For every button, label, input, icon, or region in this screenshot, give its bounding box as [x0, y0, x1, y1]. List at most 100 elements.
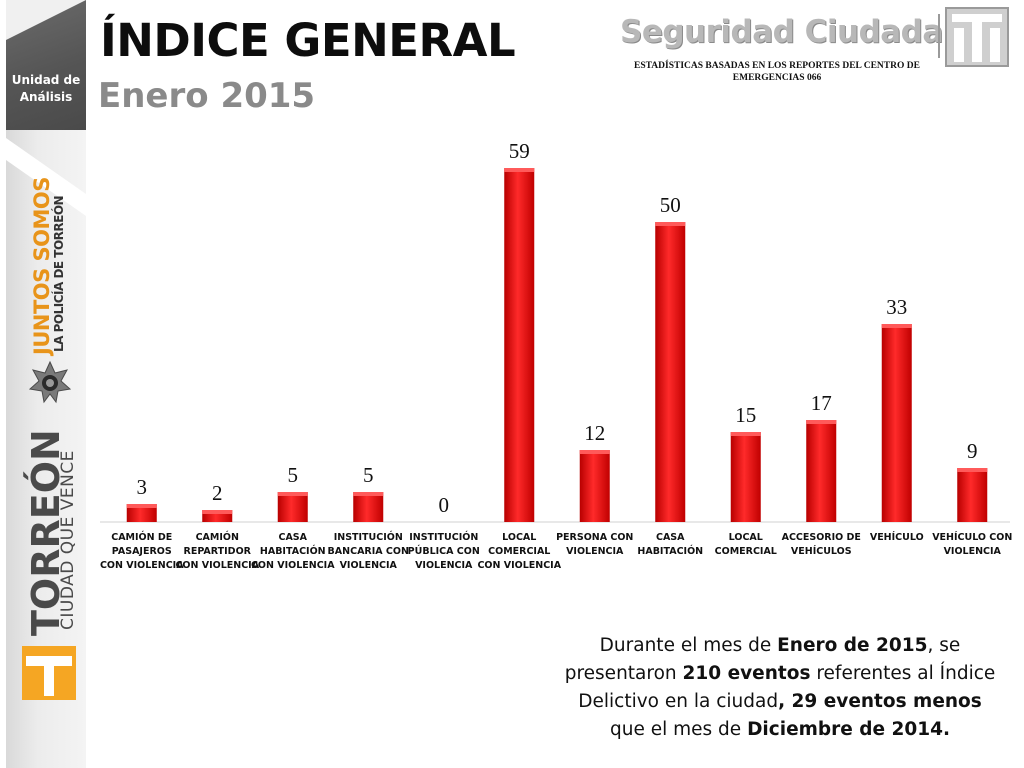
summary-part: referentes al Índice Delictivo en la ciu…: [578, 663, 996, 712]
category-label: CASA HABITACIÓN: [637, 532, 703, 557]
category-label-line: VIOLENCIA: [415, 560, 473, 571]
category-label-line: CAMIÓN DE: [111, 531, 172, 543]
category-label-line: CON VIOLENCIA: [100, 560, 184, 571]
bar-top-highlight: [957, 468, 988, 472]
bar: [881, 324, 912, 522]
bar: [353, 492, 384, 522]
bar: [504, 168, 535, 522]
summary-part: , se presentaron: [564, 635, 961, 684]
category-label: ACCESORIO DE VEHÍCULOS: [782, 532, 861, 557]
logo-divider: [938, 14, 940, 58]
statistics-caption: ESTADÍSTICAS BASADAS EN LOS REPORTES DEL…: [634, 61, 920, 83]
bar-value-label: 9: [967, 439, 978, 463]
category-label-line: LOCAL: [729, 532, 763, 543]
category-label-line: HABITACIÓN: [637, 545, 703, 557]
category-label-line: CAMIÓN: [196, 531, 239, 543]
summary-text: Durante el mes de Enero de 2015, se pres…: [562, 632, 998, 744]
category-label-line: CASA: [656, 532, 685, 543]
category-label-line: CON VIOLENCIA: [251, 560, 335, 571]
bar-top-highlight: [126, 504, 157, 508]
bar-value-label: 5: [363, 463, 374, 487]
category-label-line: VEHÍCULO CON: [932, 531, 1012, 543]
bar-value-label: 2: [212, 481, 223, 505]
category-label: LOCAL COMERCIAL: [715, 532, 777, 557]
bar-top-highlight: [504, 168, 535, 172]
category-label-line: PASAJEROS: [112, 546, 172, 557]
category-label: LOCAL COMERCIAL CON VIOLENCIA: [477, 532, 561, 571]
unit-label-line2: Análisis: [19, 90, 73, 104]
category-label-line: VIOLENCIA: [944, 546, 1002, 557]
category-label-line: CASA: [278, 532, 307, 543]
category-label-line: VIOLENCIA: [566, 546, 624, 557]
bar-top-highlight: [730, 432, 761, 436]
category-label: PERSONA CON VIOLENCIA: [556, 532, 633, 557]
category-label-line: BANCARIA CON: [328, 546, 409, 557]
bar: [579, 450, 610, 522]
category-label: VEHÍCULO: [870, 531, 924, 543]
bar: [126, 504, 157, 522]
category-label-line: ACCESORIO DE: [782, 532, 861, 543]
bar-value-label: 59: [509, 139, 530, 163]
bar-value-label: 17: [811, 391, 832, 415]
summary-part: Durante el mes de: [599, 635, 778, 656]
category-label: INSTITUCIÓN BANCARIA CON VIOLENCIA: [328, 531, 409, 571]
unit-label: Unidad de Análisis: [6, 72, 86, 106]
bar-top-highlight: [353, 492, 384, 496]
category-label-line: PERSONA CON: [556, 532, 633, 543]
bar: [957, 468, 988, 522]
bar-value-label: 0: [439, 493, 450, 517]
category-label-line: HABITACIÓN: [260, 545, 326, 557]
category-label-line: LOCAL: [502, 532, 536, 543]
bar-top-highlight: [202, 510, 233, 514]
category-label-line: INSTITUCIÓN: [334, 531, 403, 543]
category-label: CASA HABITACIÓN CON VIOLENCIA: [251, 532, 335, 571]
police-badge-icon: [28, 360, 72, 404]
bar-top-highlight: [806, 420, 837, 424]
bar-top-highlight: [579, 450, 610, 454]
bar: [655, 222, 686, 522]
torreon-t-logo-icon: [22, 646, 76, 700]
juntos-somos-logo-text: JUNTOS SOMOS: [30, 177, 54, 355]
bar: [730, 432, 761, 522]
bar: [806, 420, 837, 522]
bar-top-highlight: [277, 492, 308, 496]
category-label-line: VEHÍCULO: [870, 531, 924, 543]
category-label-line: COMERCIAL: [715, 546, 777, 557]
bar-top-highlight: [655, 222, 686, 226]
summary-emphasis: Enero de 2015: [777, 635, 928, 656]
category-label: CAMIÓN REPARTIDOR CON VIOLENCIA: [175, 531, 259, 571]
sidebar-header-panel: [6, 0, 86, 130]
bar-top-highlight: [881, 324, 912, 328]
category-label-line: COMERCIAL: [488, 546, 550, 557]
category-label: CAMIÓN DE PASAJEROS CON VIOLENCIA: [100, 531, 184, 571]
category-label-line: REPARTIDOR: [184, 546, 252, 557]
summary-part: que el mes de: [610, 719, 748, 740]
city-slogan-text: CIUDAD QUE VENCE: [58, 450, 78, 630]
bar-value-label: 3: [137, 475, 148, 499]
category-label-line: VEHÍCULOS: [791, 545, 852, 557]
page-subtitle: Enero 2015: [98, 76, 316, 116]
category-label-line: INSTITUCIÓN: [409, 531, 478, 543]
category-label-line: CON VIOLENCIA: [477, 560, 561, 571]
sidebar: Unidad de Análisis JUNTOS SOMOS LA POLIC…: [6, 0, 86, 768]
policia-torreon-logo-text: LA POLICÍA DE TORREÓN: [52, 195, 66, 352]
category-label-line: PÚBLICA CON: [408, 545, 480, 557]
page-title: ÍNDICE GENERAL: [100, 14, 516, 67]
bar: [277, 492, 308, 522]
summary-emphasis: 210 eventos: [682, 663, 811, 684]
category-label-line: CON VIOLENCIA: [175, 560, 259, 571]
bar-value-label: 12: [584, 421, 605, 445]
unit-label-line1: Unidad de: [11, 73, 81, 87]
category-label: INSTITUCIÓN PÚBLICA CON VIOLENCIA: [408, 531, 480, 571]
summary-emphasis: , 29 eventos menos: [778, 691, 982, 712]
category-label-line: VIOLENCIA: [340, 560, 398, 571]
category-label: VEHÍCULO CON VIOLENCIA: [932, 531, 1012, 557]
bar-value-label: 15: [735, 403, 756, 427]
summary-emphasis: Diciembre de 2014.: [747, 719, 950, 740]
bar-value-label: 33: [886, 295, 907, 319]
seguridad-logo-mark-icon: [945, 7, 1009, 67]
seguridad-ciudadana-logo: Seguridad Ciudadana: [620, 14, 985, 50]
bar-value-label: 5: [288, 463, 299, 487]
